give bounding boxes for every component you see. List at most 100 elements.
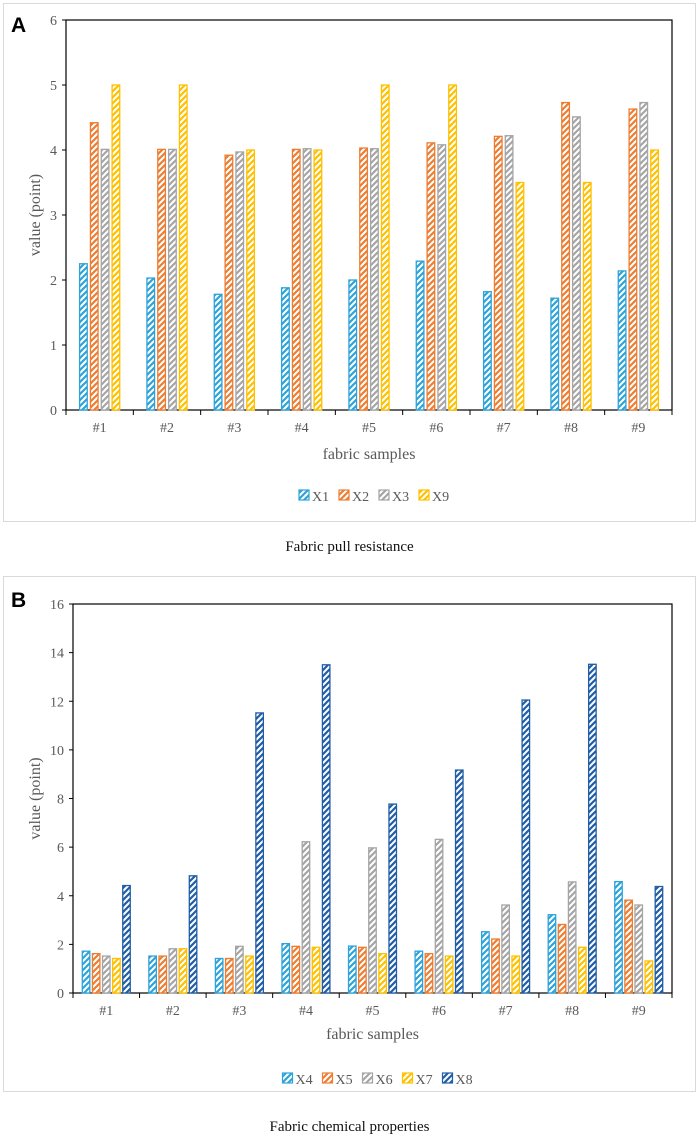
bar-x9-3 [246, 149, 256, 411]
bar-x9-6 [448, 84, 458, 411]
bar-x7-3 [245, 955, 254, 994]
bar-x2-4 [291, 148, 301, 411]
legend-item-x5: X5 [321, 1072, 353, 1088]
bar-x5-1 [91, 952, 101, 994]
bar-x5-9 [624, 899, 634, 994]
bar-x7-4 [311, 946, 321, 994]
bar-x8-4 [321, 664, 331, 994]
legend-item-x8: X8 [441, 1072, 473, 1088]
y-tick-label: 12 [50, 695, 64, 710]
y-tick-label: 4 [50, 144, 57, 159]
y-tick-label: 0 [57, 987, 64, 1002]
bar-x3-7 [504, 135, 514, 411]
bar-x7-5 [378, 952, 388, 994]
y-tick-label: 16 [50, 598, 64, 613]
panel-label-b: B [11, 589, 27, 612]
y-tick-label: 6 [57, 841, 64, 856]
bar-x1-2 [146, 277, 156, 411]
bar-x7-7 [511, 955, 521, 994]
x-tick-label: #2 [166, 1004, 180, 1019]
y-tick-label: 6 [50, 14, 57, 29]
x-tick-label: #3 [232, 1004, 246, 1019]
bar-x7-1 [111, 957, 121, 994]
bar-x6-1 [101, 955, 111, 994]
y-axis-title: value (point) [27, 174, 44, 256]
bar-x2-2 [157, 148, 167, 411]
bar-x6-6 [434, 838, 444, 994]
legend-item-x9: X9 [418, 489, 449, 505]
bar-x6-3 [234, 945, 244, 994]
bar-x3-4 [302, 148, 312, 411]
bar-x7-6 [444, 955, 454, 994]
bar-x2-6 [426, 142, 436, 411]
legend-swatch [401, 1072, 414, 1084]
chart-frame-b [3, 576, 696, 1092]
bar-x8-8 [587, 663, 597, 994]
x-tick-label: #8 [565, 1004, 579, 1019]
x-tick-label: #4 [295, 421, 309, 436]
x-tick-label: #5 [366, 1004, 380, 1019]
x-axis-title: fabric samples [323, 446, 416, 463]
x-tick-label: #4 [299, 1004, 313, 1019]
legend-label: X8 [456, 1073, 473, 1088]
bar-x9-1 [111, 84, 121, 411]
legend-label: X6 [376, 1073, 393, 1088]
bar-x4-5 [347, 945, 357, 994]
bar-x5-4 [291, 945, 301, 994]
x-tick-label: #6 [432, 1004, 446, 1019]
bar-x6-4 [301, 841, 311, 994]
bar-x2-3 [224, 154, 234, 411]
chart-panel-a: A 0 1 2 3 4 5 6 #1 #2 #3 #4 #5 #6 #7 #8 #9 fabric sample… [0, 0, 699, 523]
bar-x1-5 [348, 279, 358, 411]
chart-b-svg: 0 2 4 6 8 10 12 14 16 #1 #2 #3 #4 #5 #6 #7 #8 #9 fabric sa… [27, 598, 673, 1088]
legend-swatch [298, 489, 310, 501]
bar-x3-8 [571, 116, 581, 411]
bar-x8-2 [188, 875, 198, 994]
x-tick-label: #1 [93, 421, 107, 436]
bar-x8-6 [454, 769, 464, 994]
legend-swatch [361, 1072, 374, 1084]
x-tick-label: #9 [632, 1004, 646, 1019]
bar-x3-3 [235, 151, 245, 411]
y-tick-label: 3 [50, 209, 57, 224]
bar-x4-6 [414, 950, 424, 994]
bar-x3-2 [167, 148, 177, 411]
y-tick-label: 2 [57, 938, 64, 953]
y-tick-label: 8 [57, 793, 64, 808]
x-axis-title: fabric samples [326, 1026, 419, 1043]
bar-x6-2 [168, 948, 178, 994]
bar-x1-3 [213, 293, 223, 411]
bar-x8-1 [122, 884, 131, 994]
bar-x7-2 [178, 948, 188, 994]
bar-x7-8 [577, 946, 587, 994]
bar-x9-2 [178, 84, 188, 411]
legend-label: X5 [336, 1073, 353, 1088]
y-tick-label: 0 [50, 404, 57, 419]
legend-label: X4 [296, 1073, 313, 1088]
bar-x6-8 [567, 881, 577, 994]
y-tick-label: 14 [50, 647, 64, 662]
bar-x9-9 [650, 149, 660, 411]
bar-x9-5 [380, 84, 390, 411]
bar-x1-4 [280, 287, 290, 411]
legend-item-x4: X4 [281, 1072, 313, 1088]
bar-x4-7 [480, 931, 490, 994]
y-tick-label: 4 [57, 890, 64, 905]
bar-x5-2 [158, 955, 168, 994]
bar-x3-9 [639, 101, 649, 411]
bar-x8-9 [654, 885, 664, 994]
bar-x6-5 [368, 847, 377, 994]
legend-label: X2 [352, 490, 369, 505]
legend-swatch [418, 489, 430, 501]
x-tick-label: #9 [631, 421, 645, 436]
x-tick-label: #1 [99, 1004, 113, 1019]
bar-x4-1 [81, 950, 91, 994]
plot-area [65, 19, 673, 411]
y-tick-label: 10 [50, 744, 64, 759]
bar-x9-4 [313, 149, 323, 411]
y-axis-title: value (point) [27, 757, 44, 839]
bar-x1-8 [550, 297, 560, 411]
bar-x2-1 [89, 122, 99, 411]
legend-label: X1 [312, 490, 329, 505]
bar-x6-7 [501, 904, 511, 994]
